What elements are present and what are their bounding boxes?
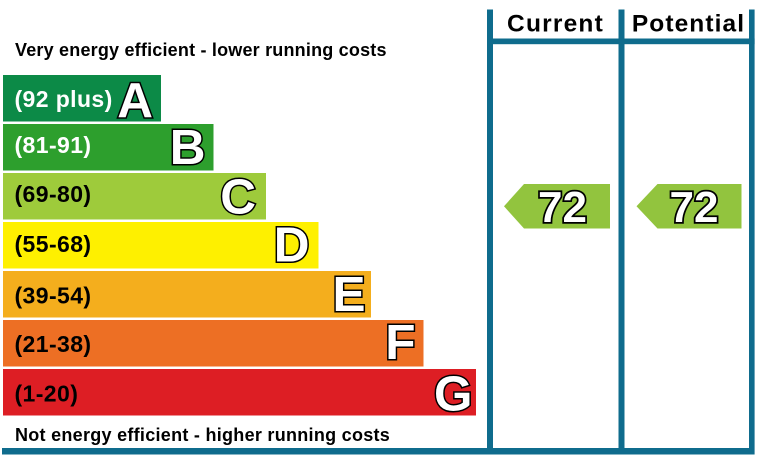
- svg-text:Current: Current: [507, 11, 604, 38]
- svg-text:(21-38): (21-38): [15, 331, 92, 357]
- svg-text:Potential: Potential: [632, 11, 745, 38]
- svg-text:A: A: [117, 73, 153, 128]
- svg-text:Very energy efficient - lower: Very energy efficient - lower running co…: [15, 40, 387, 60]
- svg-text:(55-68): (55-68): [15, 231, 92, 257]
- svg-text:(1-20): (1-20): [15, 381, 79, 407]
- svg-text:D: D: [274, 217, 310, 272]
- svg-text:(69-80): (69-80): [15, 181, 92, 207]
- svg-text:Not energy efficient - higher: Not energy efficient - higher running co…: [15, 425, 390, 445]
- svg-text:(81-91): (81-91): [15, 132, 92, 158]
- svg-text:B: B: [170, 120, 206, 175]
- svg-text:72: 72: [538, 183, 587, 232]
- svg-text:72: 72: [670, 183, 719, 232]
- svg-text:G: G: [434, 367, 473, 422]
- svg-text:F: F: [385, 315, 415, 370]
- svg-text:E: E: [332, 267, 365, 322]
- svg-text:C: C: [220, 170, 256, 225]
- svg-text:(39-54): (39-54): [15, 283, 92, 309]
- svg-text:(92 plus): (92 plus): [15, 86, 113, 112]
